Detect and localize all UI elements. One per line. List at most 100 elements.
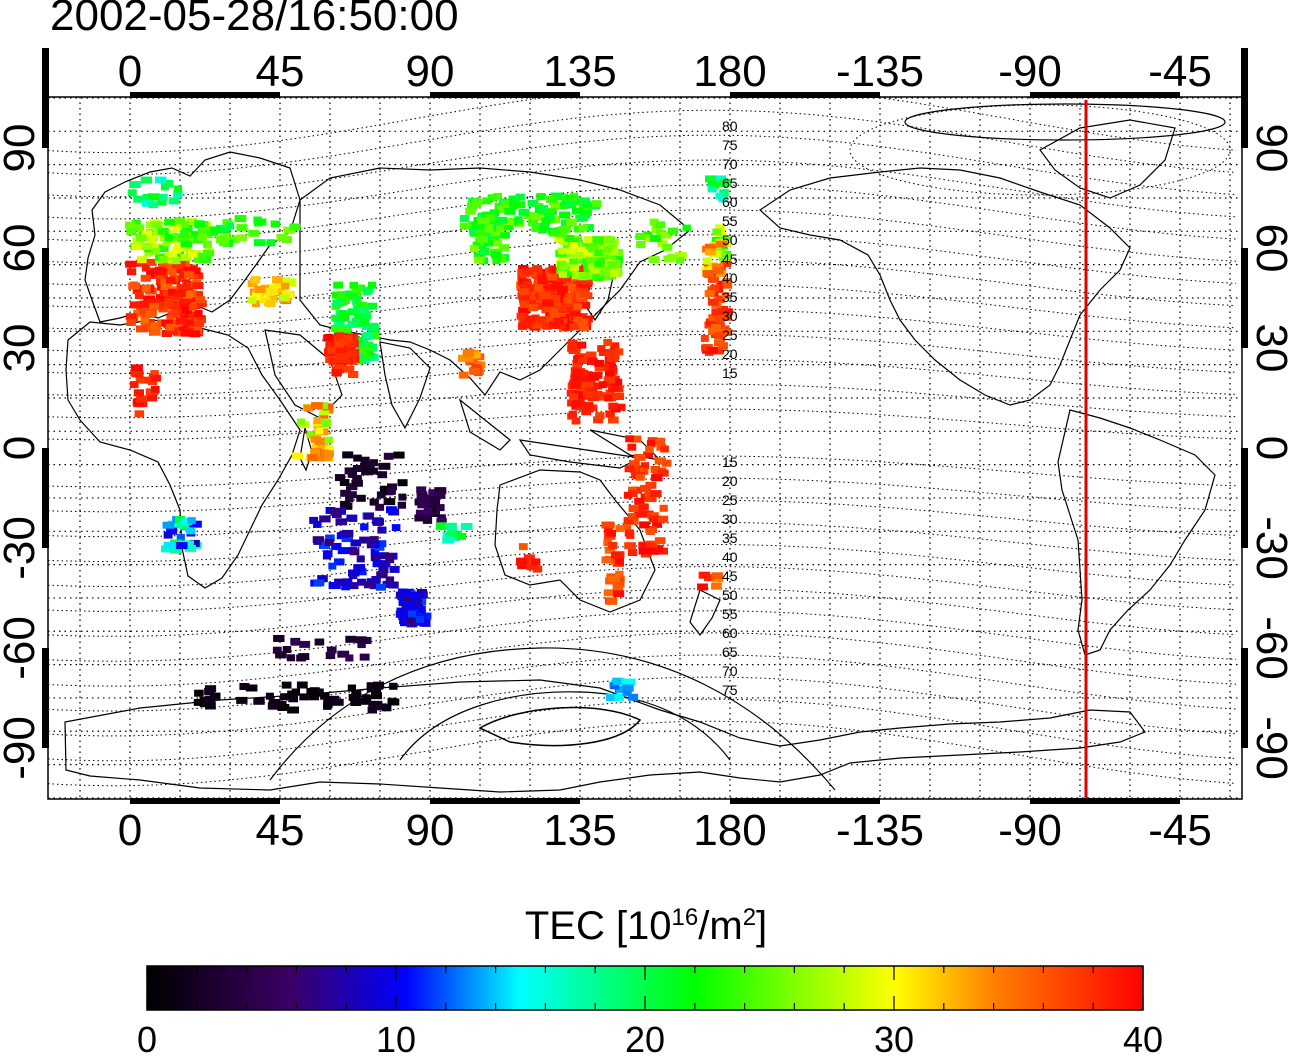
tec-cell xyxy=(375,583,386,591)
right-lat-label: -60 xyxy=(1247,616,1292,680)
tec-cell xyxy=(181,225,193,232)
tec-cell xyxy=(204,685,217,693)
tec-cell xyxy=(378,566,389,574)
tec-cell xyxy=(286,654,296,662)
tec-cell xyxy=(313,417,322,424)
tec-cell xyxy=(629,460,640,468)
tec-cell xyxy=(405,618,417,626)
tec-cell xyxy=(165,229,174,237)
tec-cell xyxy=(163,289,172,297)
right-tick-bar xyxy=(1241,48,1248,148)
tec-cell xyxy=(352,285,361,293)
left-lat-label: -60 xyxy=(0,616,44,680)
tec-cell xyxy=(522,281,533,289)
tec-cell xyxy=(605,370,615,378)
tec-cell xyxy=(551,281,563,289)
tec-cell xyxy=(559,211,571,219)
tec-cell xyxy=(356,555,365,563)
tec-cell xyxy=(322,403,334,411)
tec-cell xyxy=(166,276,176,284)
tec-cell xyxy=(359,536,371,544)
tec-cell xyxy=(282,646,292,653)
tec-cell xyxy=(131,243,143,251)
tec-cell xyxy=(330,335,341,343)
tec-cell xyxy=(608,384,620,392)
tec-cell xyxy=(538,316,547,324)
tec-cell xyxy=(235,234,247,242)
tec-cell xyxy=(323,450,334,458)
tec-cell xyxy=(417,501,428,509)
tec-cell xyxy=(605,529,616,537)
tec-cell xyxy=(499,231,510,239)
tec-cell xyxy=(319,408,330,416)
tec-cell xyxy=(339,310,350,318)
tec-cell xyxy=(589,266,600,274)
tec-cell xyxy=(386,487,396,495)
mlat-contour xyxy=(48,521,1237,563)
tec-cell xyxy=(347,491,357,499)
tec-cell xyxy=(698,571,711,579)
tec-cell xyxy=(604,394,613,402)
tec-cell xyxy=(188,303,197,311)
tec-cell xyxy=(209,226,219,234)
colorbar-tick-label: 10 xyxy=(376,1019,416,1057)
tec-cell xyxy=(247,280,258,288)
tec-cell xyxy=(151,247,161,255)
tec-cell xyxy=(715,224,725,232)
tec-cell xyxy=(546,208,557,216)
tec-cell xyxy=(380,485,391,493)
tec-cell xyxy=(139,300,151,308)
tec-cell xyxy=(341,583,351,591)
tec-cell xyxy=(475,229,488,236)
tec-cell xyxy=(180,244,191,252)
tec-cell xyxy=(134,292,144,300)
tec-cell xyxy=(708,327,719,335)
tec-cell xyxy=(614,693,625,701)
top-tick-bar xyxy=(1030,92,1180,98)
tec-cell xyxy=(307,454,317,462)
tec-cell xyxy=(175,275,187,283)
tec-cell xyxy=(559,225,571,233)
tec-cell xyxy=(259,296,271,304)
tec-cell xyxy=(598,349,611,356)
tec-cell xyxy=(393,451,405,459)
tec-cell xyxy=(624,542,636,550)
tec-cell xyxy=(530,558,541,566)
tec-cell xyxy=(190,520,202,528)
tec-cell xyxy=(270,220,281,228)
tec-cell xyxy=(365,349,375,357)
tec-cell xyxy=(348,514,357,522)
tec-cell xyxy=(135,376,145,384)
south-polar-contour xyxy=(269,647,836,791)
tec-cell xyxy=(163,299,174,307)
mlat-label-north: 25 xyxy=(722,327,738,343)
tec-cell xyxy=(445,522,457,530)
top-lon-label: -90 xyxy=(998,47,1062,96)
tec-cell xyxy=(555,230,568,238)
tec-cell xyxy=(549,321,561,329)
tec-cell xyxy=(149,328,161,336)
mlat-label-south: 35 xyxy=(722,530,738,546)
tec-cell xyxy=(356,301,367,309)
tec-cell xyxy=(636,241,646,248)
tec-cell xyxy=(342,578,353,586)
tec-cell xyxy=(523,554,535,562)
tec-cell xyxy=(383,498,396,506)
tec-cell xyxy=(645,445,654,453)
tec-cell xyxy=(567,339,578,347)
tec-cell xyxy=(652,520,663,528)
tec-cell xyxy=(607,261,619,269)
tec-cell xyxy=(465,207,476,215)
tec-cell xyxy=(498,244,509,252)
tec-cell xyxy=(675,256,685,264)
tec-cell xyxy=(250,276,261,284)
tec-cell xyxy=(357,641,366,649)
tec-cell xyxy=(527,300,536,308)
magnetic-latitude-labels: 80 75 70 65 60 55 50 45 40 35 30 25 20 15 15 20 25 30 35 40… xyxy=(722,118,738,698)
tec-cell xyxy=(639,467,649,475)
tec-cell xyxy=(370,541,380,549)
tec-cell xyxy=(650,466,661,473)
tec-cell xyxy=(370,554,381,562)
tec-cell xyxy=(655,437,666,445)
tec-cell xyxy=(638,547,651,555)
